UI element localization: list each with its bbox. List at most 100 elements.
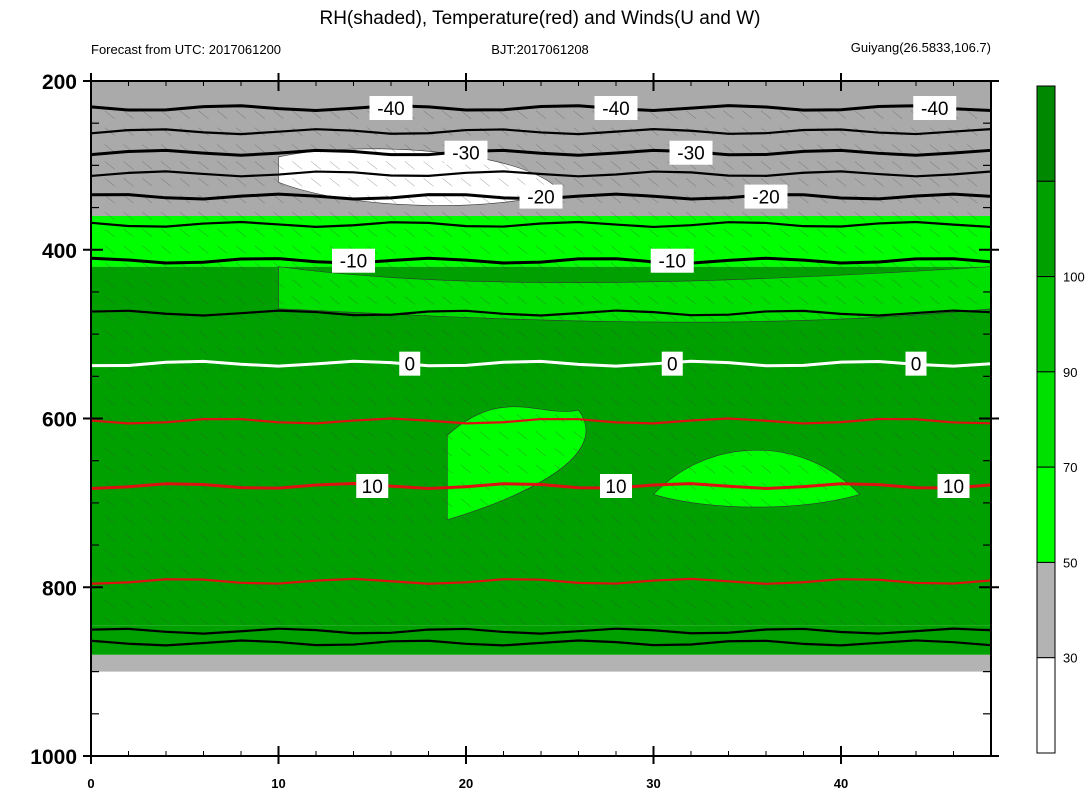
wind-barb — [835, 566, 847, 575]
wind-barb — [385, 532, 397, 541]
wind-barb — [235, 397, 247, 406]
wind-barb — [460, 431, 472, 440]
wind-barb — [554, 515, 565, 524]
wind-barb — [723, 245, 734, 254]
wind-barb — [198, 448, 209, 457]
wind-barb — [479, 448, 490, 457]
wind-barb — [629, 245, 640, 254]
wind-barb — [348, 228, 359, 238]
wind-barb — [704, 380, 715, 389]
wind-barb — [385, 549, 397, 558]
wind-barb — [310, 549, 322, 558]
wind-barb — [517, 161, 528, 170]
wind-barb — [348, 515, 359, 524]
wind-barb — [723, 279, 734, 288]
wind-barb — [667, 464, 678, 474]
wind-barb — [160, 245, 172, 254]
wind-barb — [742, 616, 753, 626]
wind-barb — [198, 464, 209, 474]
wind-barb — [329, 380, 340, 389]
wind-barb — [667, 296, 678, 305]
wind-barb — [760, 313, 772, 322]
wind-barb — [498, 380, 509, 389]
wind-barb — [554, 599, 565, 609]
wind-barb — [292, 583, 303, 592]
wind-barb — [929, 498, 940, 508]
wind-barb — [742, 228, 753, 238]
wind-barb — [385, 161, 397, 170]
wind-barb — [217, 296, 228, 305]
wind-barb — [292, 448, 303, 457]
wind-barb — [629, 279, 640, 288]
wind-barb — [179, 397, 190, 406]
wind-barb — [910, 178, 922, 187]
wind-barb — [685, 397, 697, 406]
wind-barb — [385, 144, 397, 153]
colorbar-segment — [1036, 466, 1056, 563]
wind-barb — [892, 262, 903, 271]
wind-barb — [292, 616, 303, 626]
wind-barb — [498, 583, 509, 592]
wind-barb — [385, 329, 397, 339]
wind-barb — [198, 397, 209, 406]
wind-barb — [535, 211, 547, 221]
wind-barb — [554, 566, 565, 575]
wind-barb — [123, 313, 134, 322]
wind-barb — [123, 110, 134, 119]
contour-line-5 — [90, 577, 992, 585]
wind-barb — [742, 380, 753, 389]
wind-barb — [610, 549, 622, 558]
contour-label: 10 — [943, 477, 964, 498]
contour-label: 0 — [667, 355, 678, 376]
wind-barb — [948, 228, 959, 238]
wind-barb — [385, 599, 397, 609]
wind-barb — [179, 583, 190, 592]
wind-barb — [779, 296, 790, 305]
contour-label-box — [356, 474, 389, 498]
wind-barb — [254, 127, 265, 136]
wind-barb — [910, 431, 922, 440]
wind-barb — [835, 110, 847, 119]
wind-barb — [685, 178, 697, 187]
wind-barb — [779, 498, 790, 508]
wind-barb — [273, 228, 284, 238]
wind-barb — [929, 532, 940, 541]
wind-barb — [310, 346, 322, 356]
wind-barb — [217, 532, 228, 541]
wind-barb — [517, 228, 528, 238]
x-tick-label: 10 — [271, 776, 285, 791]
wind-barb — [554, 144, 565, 153]
wind-barb — [385, 515, 397, 524]
wind-barb — [292, 498, 303, 508]
wind-barb — [423, 448, 434, 457]
wind-barb — [704, 110, 715, 119]
wind-barb — [704, 262, 715, 271]
wind-barb — [160, 363, 172, 373]
wind-barb — [423, 380, 434, 389]
wind-barb — [873, 211, 884, 221]
wind-barb — [442, 346, 453, 356]
wind-barb — [198, 262, 209, 271]
wind-barb — [667, 329, 678, 339]
wind-barb — [385, 363, 397, 373]
wind-barb — [835, 431, 847, 440]
wind-barb — [742, 161, 753, 170]
wind-barb — [498, 616, 509, 626]
wind-barb — [873, 431, 884, 440]
wind-barb — [235, 262, 247, 271]
contour-label-box — [594, 96, 638, 120]
wind-barb — [517, 329, 528, 339]
wind-barb — [854, 161, 865, 170]
wind-barb — [423, 178, 434, 187]
wind-barb — [479, 110, 490, 119]
wind-barb — [235, 329, 247, 339]
wind-barb — [329, 616, 340, 626]
wind-barb — [123, 448, 134, 457]
wind-barb — [892, 296, 903, 305]
wind-barb — [423, 464, 434, 474]
wind-barb — [367, 549, 378, 558]
wind-barb — [479, 296, 490, 305]
wind-barb — [479, 549, 490, 558]
colorbar-segment — [1036, 180, 1056, 278]
wind-barb — [198, 279, 209, 288]
